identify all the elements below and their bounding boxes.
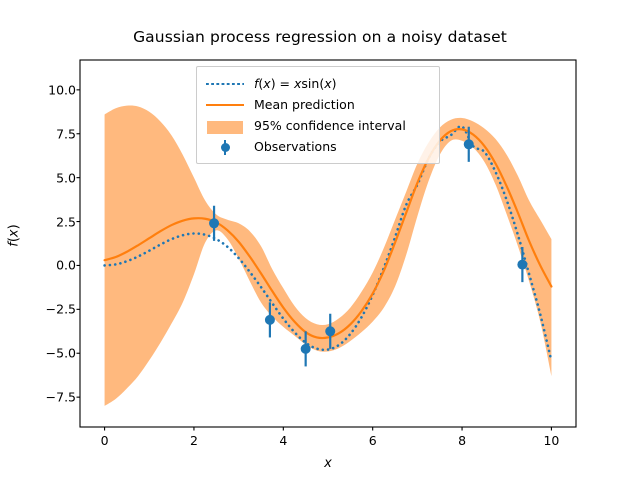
y-tick-label: −2.5	[45, 301, 76, 317]
errorbar-marker-icon	[204, 139, 246, 155]
legend-label-mean-prediction: Mean prediction	[254, 97, 355, 112]
y-tick-label: 7.5	[56, 126, 76, 142]
observation-point	[325, 326, 336, 337]
legend-label-confidence-interval: 95% confidence interval	[254, 118, 406, 133]
observation-point	[264, 314, 275, 325]
confidence-band	[104, 105, 552, 406]
band-patch-icon	[204, 118, 246, 134]
dotted-line-icon	[204, 76, 246, 92]
y-tick-label: −5.0	[45, 345, 76, 361]
y-tick-label: −7.5	[45, 389, 76, 405]
x-axis-tick-labels: 0 2 4 6 8 10	[0, 433, 640, 457]
solid-line-icon	[204, 97, 246, 113]
x-tick-label: 10	[543, 433, 560, 448]
y-tick-label: 10.0	[48, 82, 76, 98]
y-axis-tick-labels: 10.0 7.5 5.0 2.5 0.0 −2.5 −5.0 −7.5	[14, 0, 76, 480]
legend-item-observations: Observations	[204, 136, 431, 157]
page-title: Gaussian process regression on a noisy d…	[133, 28, 507, 46]
observation-point	[300, 343, 311, 354]
mean-prediction-line	[103, 128, 553, 340]
observation-markers	[209, 126, 528, 367]
observation-point	[517, 259, 528, 270]
x-tick-label: 8	[458, 433, 467, 448]
observation-point	[209, 218, 220, 229]
legend: f(x) = xsin(x) Mean prediction 95% confi…	[196, 66, 440, 164]
x-tick-label: 2	[189, 433, 198, 448]
axis-ticks	[76, 89, 552, 431]
x-tick-label: 4	[279, 433, 288, 448]
y-tick-label: 0.0	[56, 257, 76, 273]
legend-label-observations: Observations	[254, 139, 337, 154]
x-tick-label: 0	[100, 433, 109, 448]
legend-item-confidence-interval: 95% confidence interval	[204, 115, 431, 136]
x-axis-label: x	[324, 456, 332, 471]
axes-frame	[79, 59, 577, 428]
true-function-line	[103, 125, 553, 363]
y-tick-label: 2.5	[56, 214, 76, 230]
observation-point	[463, 139, 474, 150]
legend-item-true-function: f(x) = xsin(x)	[204, 73, 431, 94]
y-tick-label: 5.0	[56, 170, 76, 186]
legend-label-true-function: f(x) = xsin(x)	[254, 76, 337, 91]
x-tick-label: 6	[368, 433, 377, 448]
legend-item-mean-prediction: Mean prediction	[204, 94, 431, 115]
